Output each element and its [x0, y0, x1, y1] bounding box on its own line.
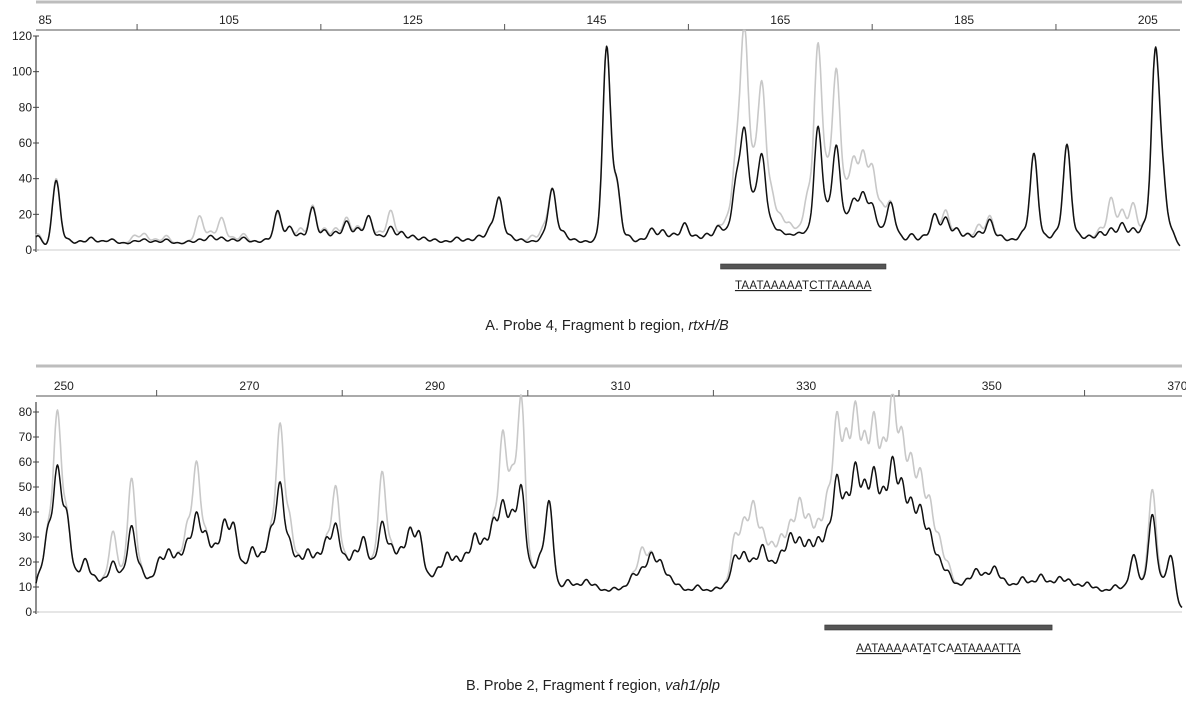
- trace-line-dark: [35, 45, 1181, 247]
- y-tick-label: 100: [12, 65, 32, 79]
- y-axis-ticks: 0 20 40 60 80 100 120: [12, 29, 39, 257]
- caption-gene: rtxH/B: [688, 318, 729, 334]
- region-bar: [824, 624, 1053, 631]
- y-tick-label: 70: [19, 430, 33, 444]
- y-tick-label: 120: [12, 29, 32, 43]
- y-tick-label: 60: [19, 455, 33, 469]
- y-tick-label: 40: [19, 505, 33, 519]
- y-tick-label: 40: [19, 172, 33, 186]
- sequence-annotation: AATAAAAATATCAATAAAATTA: [824, 624, 1053, 655]
- x-tick-label: 330: [796, 379, 816, 393]
- sequence-label: AATAAAAATATCAATAAAATTA: [856, 643, 1020, 655]
- x-tick-label: 105: [219, 13, 239, 27]
- sequence-underlined: ATAAAATTA: [954, 643, 1020, 655]
- panel-a: 85 105 125 145 165 185 205 0 20 40 60 80 100 120 TAA…: [12, 0, 1182, 334]
- sequence-underlined: A: [923, 643, 931, 655]
- region-bar: [720, 263, 887, 270]
- y-tick-label: 30: [19, 530, 33, 544]
- panel-b: 250 270 290 310 330 350 370 01020304050607080 …: [19, 364, 1186, 694]
- trace-series: [35, 29, 1181, 247]
- x-tick-label: 165: [770, 13, 790, 27]
- y-tick-label: 80: [19, 100, 33, 114]
- y-tick-label: 60: [19, 136, 33, 150]
- trace-series: [35, 393, 1183, 609]
- sequence-plain: AAT: [902, 643, 924, 655]
- x-tick-label: 270: [239, 379, 259, 393]
- x-tick-label: 250: [54, 379, 74, 393]
- x-tick-label: 370: [1167, 379, 1186, 393]
- panel-caption: B. Probe 2, Fragment f region, vah1/plp: [466, 678, 720, 694]
- y-tick-label: 20: [19, 555, 33, 569]
- panel-caption: A. Probe 4, Fragment b region, rtxH/B: [485, 318, 729, 334]
- caption-text: B. Probe 2, Fragment f region,: [466, 678, 665, 694]
- sequence-underlined: TAATAAAAA: [735, 280, 803, 292]
- x-tick-label: 205: [1138, 13, 1158, 27]
- x-tick-label: 350: [982, 379, 1002, 393]
- caption-text: A. Probe 4, Fragment b region,: [485, 318, 688, 334]
- x-tick-label: 185: [954, 13, 974, 27]
- x-tick-label: 310: [611, 379, 631, 393]
- x-axis-ticks: 85 105 125 145 165 185 205: [39, 13, 1158, 30]
- x-axis-ticks: 250 270 290 310 330 350 370: [54, 379, 1186, 396]
- x-tick-label: 145: [586, 13, 606, 27]
- x-tick-label: 85: [39, 13, 53, 27]
- y-tick-label: 50: [19, 480, 33, 494]
- sequence-plain: T: [802, 280, 809, 292]
- sequence-label: TAATAAAAATCTTAAAAA: [735, 280, 872, 292]
- sequence-underlined: CTTAAAAA: [809, 280, 871, 292]
- y-tick-label: 0: [25, 243, 32, 257]
- x-tick-label: 290: [425, 379, 445, 393]
- sequence-annotation: TAATAAAAATCTTAAAAA: [720, 263, 887, 292]
- y-tick-label: 0: [25, 605, 32, 619]
- sequence-underlined: AATAAA: [856, 643, 901, 655]
- y-tick-label: 10: [19, 580, 33, 594]
- caption-gene: vah1/plp: [665, 678, 720, 694]
- y-tick-label: 20: [19, 207, 33, 221]
- trace-line-dark: [35, 455, 1183, 608]
- sequence-plain: TCA: [930, 643, 954, 655]
- y-tick-label: 80: [19, 405, 33, 419]
- x-tick-label: 125: [403, 13, 423, 27]
